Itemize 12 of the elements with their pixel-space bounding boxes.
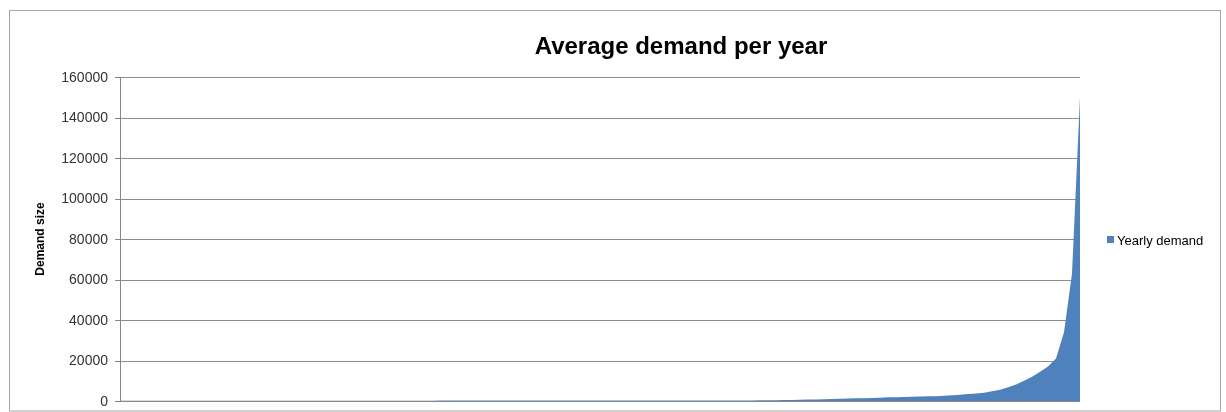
- y-axis-title: Demand size: [33, 201, 47, 276]
- y-tick-label: 140000: [61, 109, 109, 126]
- y-tick-label: 40000: [69, 311, 109, 328]
- y-tick-label: 0: [100, 392, 109, 409]
- y-tick-label: 120000: [61, 149, 109, 166]
- y-tick-label: 100000: [61, 190, 109, 207]
- y-tick-label: 20000: [69, 352, 109, 369]
- legend-label: Yearly demand: [1117, 232, 1204, 248]
- y-tick-label: 80000: [69, 230, 109, 247]
- chart-title: Average demand per year: [534, 32, 828, 59]
- y-tick-label: 160000: [61, 68, 109, 85]
- y-tick-label: 60000: [69, 271, 109, 288]
